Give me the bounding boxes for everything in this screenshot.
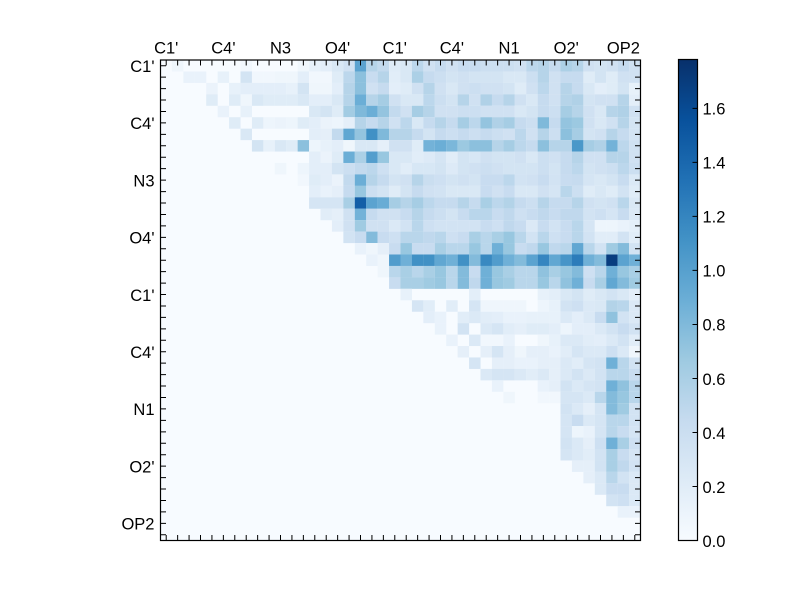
svg-text:1.0: 1.0 [703, 263, 726, 281]
svg-text:0.8: 0.8 [703, 317, 726, 335]
svg-text:OP2: OP2 [607, 40, 640, 58]
svg-text:O2': O2' [129, 458, 154, 476]
svg-text:OP2: OP2 [121, 516, 154, 534]
svg-text:C1': C1' [383, 40, 407, 58]
svg-text:N1: N1 [499, 40, 520, 58]
svg-text:0.2: 0.2 [703, 479, 726, 497]
svg-text:N3: N3 [270, 40, 291, 58]
svg-text:0.0: 0.0 [703, 533, 726, 551]
svg-text:C4': C4' [440, 40, 464, 58]
svg-text:N1: N1 [133, 401, 154, 419]
svg-text:N3: N3 [133, 172, 154, 190]
svg-text:C4': C4' [211, 40, 235, 58]
svg-text:1.4: 1.4 [703, 155, 726, 173]
svg-text:O4': O4' [325, 40, 350, 58]
svg-text:C1': C1' [130, 287, 154, 305]
svg-text:1.2: 1.2 [703, 209, 726, 227]
svg-text:0.6: 0.6 [703, 371, 726, 389]
svg-text:C4': C4' [130, 115, 154, 133]
svg-text:C1': C1' [154, 40, 178, 58]
svg-text:C4': C4' [130, 344, 154, 362]
svg-text:1.6: 1.6 [703, 101, 726, 119]
svg-text:C1': C1' [130, 58, 154, 76]
svg-text:O2': O2' [554, 40, 579, 58]
svg-text:O4': O4' [129, 230, 154, 248]
svg-text:0.4: 0.4 [703, 425, 726, 443]
